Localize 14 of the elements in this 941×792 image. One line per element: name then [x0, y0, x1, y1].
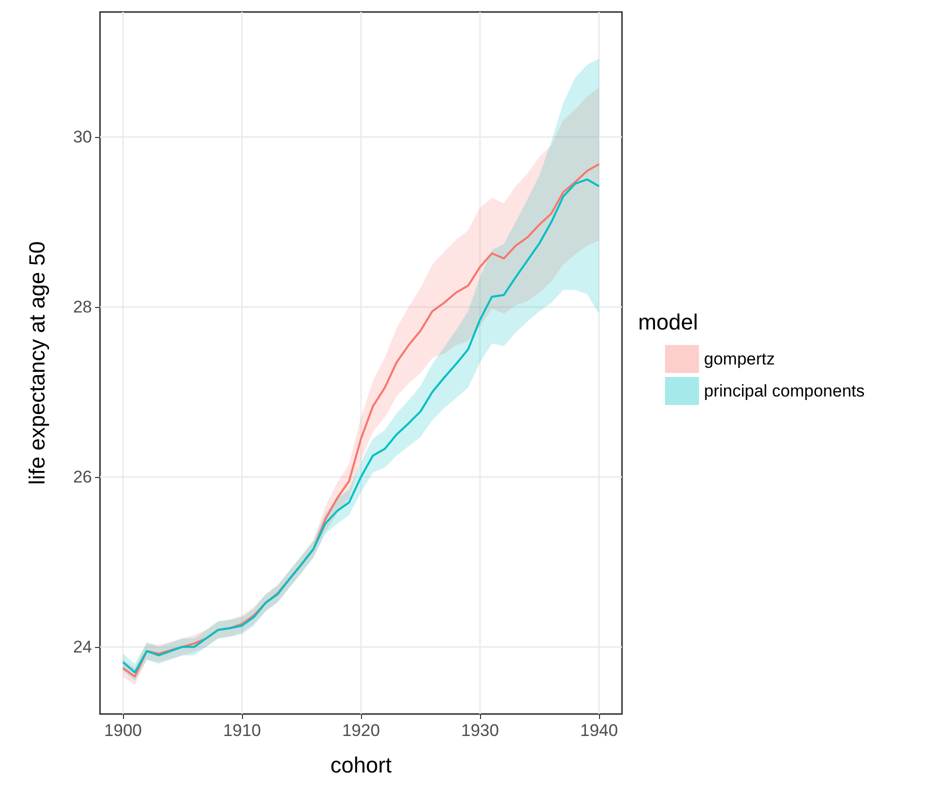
legend-title: model — [638, 310, 698, 334]
y-tick-label: 30 — [73, 127, 92, 146]
x-tick-label: 1910 — [223, 721, 261, 740]
x-tick-label: 1900 — [104, 721, 142, 740]
x-tick-label: 1940 — [580, 721, 618, 740]
y-axis-title: life expectancy at age 50 — [24, 241, 50, 485]
x-tick-label: 1920 — [342, 721, 380, 740]
y-tick-label: 28 — [73, 297, 92, 316]
legend-label: principal components — [704, 382, 865, 400]
x-tick-label: 1930 — [461, 721, 499, 740]
x-axis-title: cohort — [330, 752, 392, 778]
y-tick-label: 26 — [73, 467, 92, 486]
legend-label: gompertz — [704, 350, 775, 368]
y-tick-label: 24 — [73, 637, 92, 656]
